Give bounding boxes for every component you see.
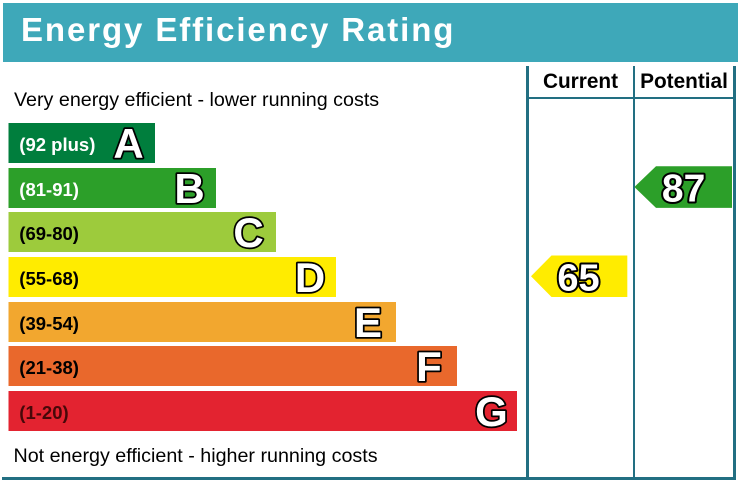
svg-text:B: B	[174, 165, 204, 212]
svg-text:F: F	[416, 343, 442, 390]
svg-text:(69-80): (69-80)	[19, 223, 79, 244]
svg-text:E: E	[354, 299, 382, 346]
svg-text:(92 plus): (92 plus)	[19, 134, 95, 155]
svg-text:(39-54): (39-54)	[19, 313, 79, 334]
svg-text:(55-68): (55-68)	[19, 268, 79, 289]
svg-text:C: C	[233, 209, 263, 256]
svg-text:(21-38): (21-38)	[19, 357, 79, 378]
svg-text:A: A	[113, 120, 143, 167]
svg-text:(1-20): (1-20)	[19, 402, 68, 423]
svg-text:D: D	[295, 254, 325, 301]
svg-text:G: G	[475, 388, 508, 435]
svg-text:65: 65	[557, 258, 599, 300]
svg-text:87: 87	[662, 168, 705, 211]
svg-text:(81-91): (81-91)	[19, 179, 79, 200]
